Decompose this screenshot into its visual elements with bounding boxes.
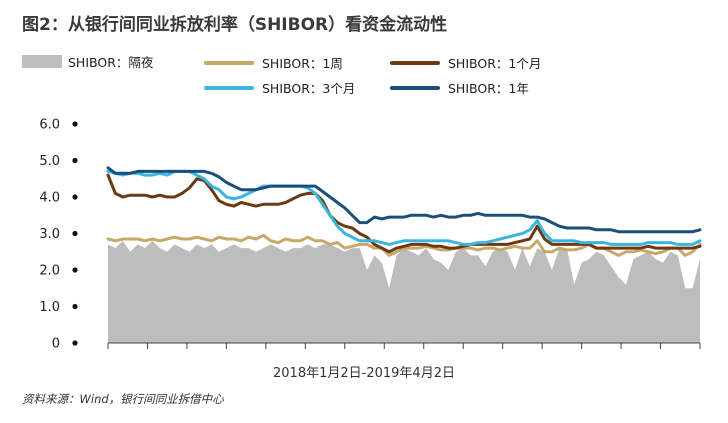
legend-label-1m: SHIBOR：1个月 <box>448 56 542 71</box>
legend-item-1y: SHIBOR：1年 <box>390 78 529 97</box>
legend-item-1m: SHIBOR：1个月 <box>390 53 541 72</box>
legend-label-1y: SHIBOR：1年 <box>448 81 529 96</box>
y-tick-label: 1.0 <box>39 300 60 315</box>
legend-swatch-overnight <box>22 55 62 68</box>
legend-item-overnight: SHIBOR：隔夜 <box>22 52 153 71</box>
legend-label-3m: SHIBOR：3个月 <box>262 81 356 96</box>
legend-swatch-1y <box>390 85 440 90</box>
legend-swatch-1w <box>204 60 254 65</box>
legend-label-1w: SHIBOR：1周 <box>262 56 343 71</box>
y-tick-label: 4.0 <box>39 191 60 206</box>
series-line-1y <box>106 166 702 234</box>
y-tick-label: 2.0 <box>39 264 60 279</box>
y-tick-label: 3.0 <box>39 227 60 242</box>
chart-title: 图2：从银行间同业拆放利率（SHIBOR）看资金流动性 <box>22 15 448 35</box>
series-line-1m <box>106 173 702 254</box>
y-tick-dot <box>72 267 78 273</box>
y-tick-dot <box>72 194 78 200</box>
source-note: 资料来源：Wind，银行间同业拆借中心 <box>22 392 224 406</box>
series-area-overnight <box>108 240 700 343</box>
y-tick-dot <box>72 157 78 164</box>
x-axis-label: 2018年1月2日-2019年4月2日 <box>273 366 455 381</box>
series-line-3m <box>106 169 702 246</box>
y-tick-label: 5.0 <box>39 154 60 169</box>
y-tick-dot <box>72 340 78 346</box>
legend-label-overnight: SHIBOR：隔夜 <box>68 55 154 70</box>
legend-swatch-3m <box>204 85 254 90</box>
legend-item-3m: SHIBOR：3个月 <box>204 78 355 97</box>
y-tick-label: 0 <box>52 337 60 352</box>
y-tick-dot <box>72 121 78 127</box>
legend-item-1w: SHIBOR：1周 <box>204 53 343 72</box>
y-tick-label: 6.0 <box>39 118 60 133</box>
legend-swatch-1m <box>390 60 440 65</box>
y-tick-dot <box>72 230 78 237</box>
y-tick-dot <box>72 303 78 310</box>
